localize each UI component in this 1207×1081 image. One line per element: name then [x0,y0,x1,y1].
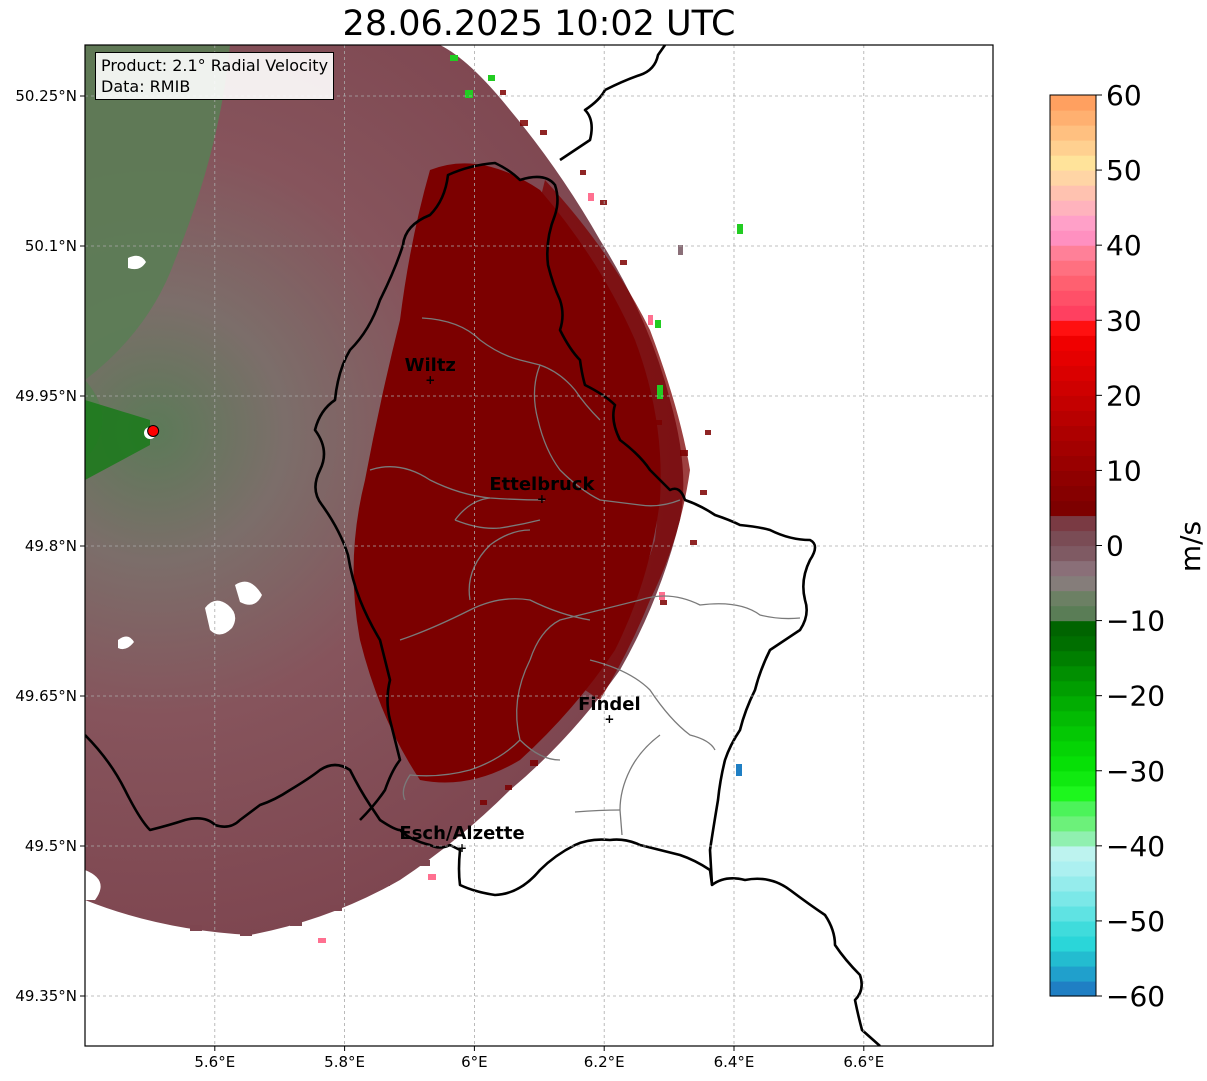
city-label: Findel [578,694,641,715]
lon-tick-label: 6°E [461,1053,488,1071]
country-borders [85,45,881,1046]
lat-tick-label: 49.95°N [15,387,77,405]
city-marker: + [604,712,614,726]
product-label: Product: 2.1° Radial Velocity [101,56,329,75]
city-label: Ettelbruck [489,474,595,495]
lon-tick-label: 6.6°E [843,1053,884,1071]
lat-tick-label: 49.65°N [15,687,77,705]
lon-tick-label: 5.6°E [194,1053,235,1071]
lat-tick-label: 49.8°N [25,537,77,555]
lat-tick-label: 50.1°N [25,237,77,255]
lat-tick-label: 50.25°N [15,87,77,105]
product-info-box: Product: 2.1° Radial Velocity Data: RMIB [95,52,335,100]
map-title: 28.06.2025 10:02 UTC [342,4,736,44]
axis-ticks: 5.6°E 5.8°E 6°E 6.2°E 6.4°E 6.6°E 50.25°N 50.1°… [15,87,884,1071]
lon-tick-label: 6.2°E [584,1053,625,1071]
city-marker: + [537,492,547,506]
map-grid [85,45,993,1046]
city-label: Esch/Alzette [399,823,524,844]
lon-tick-label: 6.4°E [714,1053,755,1071]
city-marker: + [457,841,467,855]
lon-tick-label: 5.8°E [324,1053,365,1071]
city-marker: + [425,373,435,387]
lat-tick-label: 49.5°N [25,837,77,855]
canton-boundaries [369,317,801,836]
lat-tick-label: 49.35°N [15,987,77,1005]
data-source-label: Data: RMIB [101,77,191,96]
radar-site-marker [147,425,160,437]
city-label: Wiltz [405,355,456,376]
colorbar-unit-label: m/s [1174,520,1207,573]
map-overlays: +Wiltz+Ettelbruck+Findel+Esch/Alzette [147,355,641,855]
